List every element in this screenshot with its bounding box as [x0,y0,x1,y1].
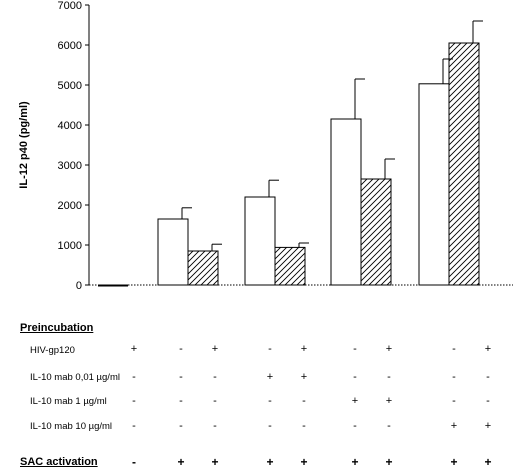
bar-hatched [448,42,480,286]
condition-sign: + [385,395,393,407]
sac-sign: + [484,455,492,469]
row-label-hiv-gp120: HIV-gp120 [30,345,75,356]
condition-sign: - [179,395,183,407]
y-axis-label: IL-12 p40 (pg/ml) [18,101,30,189]
condition-sign: + [130,343,138,355]
condition-sign: - [387,371,391,383]
bar-open [244,196,276,286]
row-label-il10-mab-1: IL-10 mab 1 µg/ml [30,396,107,407]
condition-sign: + [266,371,274,383]
sac-activation-label: SAC activation [20,456,98,468]
sac-sign: + [385,455,393,469]
sac-sign: + [266,455,274,469]
condition-sign: - [353,420,357,432]
y-tick-label: 1000 [58,240,82,252]
condition-sign: + [484,343,492,355]
row-label-il10-mab-10: IL-10 mab 10 µg/ml [30,421,113,432]
condition-sign: - [179,371,183,383]
bar-hatched [187,250,219,286]
condition-sign: - [387,420,391,432]
condition-sign: - [213,395,217,407]
condition-sign: + [351,395,359,407]
condition-sign: + [450,420,458,432]
condition-sign: - [452,343,456,355]
bar-chart: 0 1000 2000 3000 4000 5000 6000 7000 IL-12 p40 … [18,0,513,292]
condition-sign: + [300,371,308,383]
condition-sign: - [179,420,183,432]
y-tick-label: 2000 [58,200,82,212]
sac-sign: + [450,455,458,469]
condition-sign: - [132,420,136,432]
condition-sign: - [452,371,456,383]
condition-sign: - [353,343,357,355]
condition-sign: - [132,395,136,407]
condition-sign: - [268,420,272,432]
condition-sign: - [302,395,306,407]
condition-sign: - [268,343,272,355]
condition-sign: - [179,343,183,355]
bar-hatched [360,178,392,286]
condition-sign: + [484,420,492,432]
sac-sign: + [351,455,359,469]
bar-hatched [274,246,306,286]
condition-sign: - [213,420,217,432]
condition-sign: - [486,371,490,383]
bar-open [157,218,189,286]
bar-open [330,118,362,286]
sac-sign: + [211,455,219,469]
condition-sign: + [211,343,219,355]
y-tick-label: 0 [76,280,82,292]
bar-open [418,83,450,286]
preincubation-label: Preincubation [20,322,94,334]
condition-sign: + [385,343,393,355]
row-label-il10-mab-001: IL-10 mab 0,01 µg/ml [30,372,120,383]
condition-sign: - [302,420,306,432]
sac-sign: + [300,455,308,469]
sac-sign: + [177,455,185,469]
condition-sign: - [353,371,357,383]
y-tick-label: 5000 [58,80,82,92]
condition-sign: - [132,371,136,383]
condition-sign: - [268,395,272,407]
condition-sign: - [213,371,217,383]
condition-sign: + [300,343,308,355]
bar-open [98,284,128,287]
y-tick-label: 6000 [58,40,82,52]
y-tick-label: 3000 [58,160,82,172]
condition-sign: - [486,395,490,407]
condition-sign: - [452,395,456,407]
y-tick-label: 4000 [58,120,82,132]
y-tick-label: 7000 [58,0,82,12]
sac-sign: - [132,455,136,469]
